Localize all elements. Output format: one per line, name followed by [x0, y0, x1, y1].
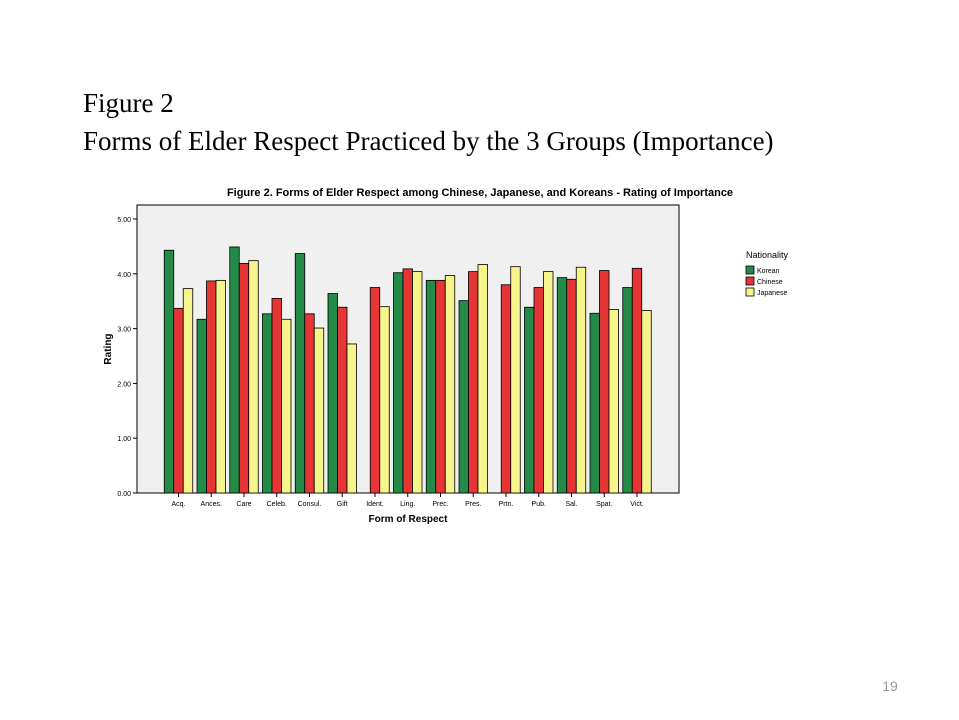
bar-korean-consul — [294, 253, 306, 494]
legend-swatch-japanese — [745, 287, 755, 297]
bar-chinese-gift — [337, 306, 348, 494]
bar-korean-gift — [327, 293, 338, 494]
bar-korean-acq — [163, 249, 175, 494]
x-tick-label: Sal. — [565, 501, 577, 508]
bar-chinese-spat — [599, 270, 610, 494]
bar-korean-spat — [589, 312, 600, 494]
bar-japanese-celeb — [281, 318, 292, 494]
bar-japanese-vict — [641, 310, 652, 494]
x-tick-label: Vict. — [630, 501, 644, 508]
x-tick-label: Ances. — [201, 501, 222, 508]
bar-chinese-ident — [369, 287, 381, 494]
bar-japanese-care — [248, 260, 259, 494]
legend-swatch-korean — [745, 265, 755, 275]
slide-subheading: Forms of Elder Respect Practiced by the … — [83, 126, 774, 156]
y-tick-label: 5.00 — [117, 217, 131, 224]
bar-chinese-pub — [533, 287, 544, 494]
bar-chinese-ances — [206, 280, 217, 494]
y-tick-label: 1.00 — [117, 436, 131, 443]
x-tick-label: Prtn. — [499, 501, 514, 508]
slide-heading: Figure 2 — [83, 88, 174, 118]
bar-korean-pub — [524, 306, 535, 494]
x-tick-label: Consul. — [298, 501, 322, 508]
legend-label-chinese: Chinese — [757, 279, 783, 286]
bar-korean-ances — [196, 318, 207, 494]
x-tick-label: Ling. — [400, 501, 415, 508]
legend-title: Nationality — [746, 250, 789, 260]
bar-chinese-ling — [402, 268, 413, 494]
bar-korean-prec — [425, 279, 437, 494]
bar-korean-care — [229, 246, 240, 494]
x-tick-label: Celeb. — [267, 501, 287, 508]
y-tick-label: 2.00 — [117, 381, 131, 388]
y-axis-label: Rating — [103, 333, 114, 364]
legend-label-korean: Korean — [757, 268, 780, 275]
y-tick-label: 3.00 — [117, 327, 131, 334]
bar-chinese-prec — [435, 279, 446, 494]
bar-japanese-spat — [608, 309, 619, 494]
bar-korean-sal — [556, 277, 568, 494]
bar-chinese-pres — [468, 271, 479, 494]
bar-japanese-gift — [346, 343, 357, 494]
x-tick-label: Care — [236, 501, 251, 508]
x-tick-label: Acq. — [171, 501, 185, 508]
legend-label-japanese: Japanese — [757, 290, 787, 297]
x-axis: Acq. Ances. Care Celeb. Consul. Gift Ident. Lin… — [171, 493, 644, 508]
bar-korean-celeb — [262, 313, 273, 494]
x-tick-label: Pres. — [465, 501, 481, 508]
legend-swatch-chinese — [745, 276, 755, 286]
bar-japanese-prtn — [510, 266, 521, 494]
bar-chinese-sal — [566, 278, 577, 494]
bar-korean-ling — [393, 272, 404, 494]
x-axis-label: Form of Respect — [369, 514, 449, 525]
bar-chinese-consul — [304, 313, 315, 494]
x-tick-label: Ident. — [366, 501, 384, 508]
y-tick-label: 0.00 — [117, 491, 131, 498]
bar-korean-pres — [458, 300, 469, 494]
bar-japanese-prec — [444, 275, 456, 494]
bar-japanese-ling — [412, 271, 423, 494]
bar-japanese-ances — [215, 279, 226, 494]
slide-number: 19 — [882, 678, 898, 694]
x-tick-label: Prec. — [432, 501, 448, 508]
x-tick-label: Spat. — [596, 501, 612, 508]
y-axis: 0.00 1.00 2.00 3.00 4.00 5.00 — [117, 217, 137, 498]
legend: Nationality Korean Chinese Japanese — [745, 250, 789, 297]
bar-japanese-acq — [182, 288, 194, 494]
y-tick-label: 4.00 — [117, 272, 131, 279]
bar-japanese-pub — [543, 271, 554, 494]
bar-japanese-pres — [477, 264, 488, 494]
x-tick-label: Pub. — [532, 501, 546, 508]
x-tick-label: Gift — [337, 501, 348, 508]
bar-japanese-consul — [313, 327, 325, 494]
bar-chinese-celeb — [271, 298, 282, 494]
bars — [163, 246, 652, 494]
bar-japanese-ident — [379, 306, 390, 494]
slide-title: Figure 2 Forms of Elder Respect Practice… — [83, 84, 774, 160]
bar-chinese-acq — [173, 307, 184, 494]
bar-chinese-prtn — [500, 284, 512, 494]
bar-chinese-care — [238, 262, 250, 494]
bar-korean-vict — [622, 287, 633, 494]
bar-japanese-sal — [575, 266, 587, 494]
bar-chinese-vict — [631, 267, 643, 494]
chart-title: Figure 2. Forms of Elder Respect among C… — [227, 187, 733, 199]
